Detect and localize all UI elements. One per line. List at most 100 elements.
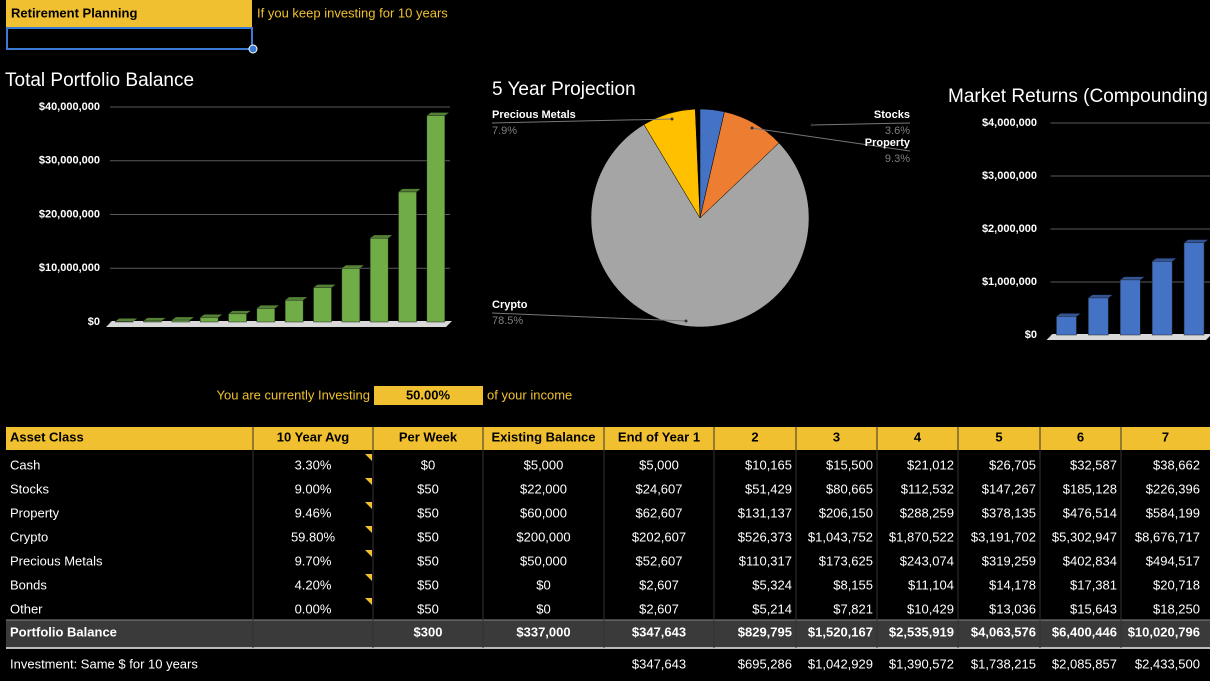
cell: $52,607 <box>636 553 683 568</box>
header-row <box>6 427 1210 450</box>
cell: $2,607 <box>639 577 679 592</box>
y-tick-label: $10,000,000 <box>39 262 100 274</box>
cell: $10,429 <box>907 601 954 616</box>
cell: $110,317 <box>739 553 792 568</box>
bar-top <box>228 310 251 314</box>
title-cell <box>6 0 252 27</box>
comment-flag <box>365 478 372 485</box>
cell: $32,587 <box>1070 457 1117 472</box>
slice-value: 7.9% <box>492 125 517 137</box>
cell: 4.20% <box>295 577 332 592</box>
bar <box>284 299 304 323</box>
column-header: 2 <box>751 429 758 444</box>
cell: $347,643 <box>632 624 686 639</box>
cell: $3,191,702 <box>971 529 1036 544</box>
bar <box>1088 297 1109 336</box>
fill-handle[interactable] <box>248 44 258 54</box>
cell: $20,718 <box>1153 577 1200 592</box>
bar-top <box>1152 258 1177 262</box>
cell: $5,324 <box>752 577 792 592</box>
bar-top <box>370 235 393 239</box>
bar <box>341 268 361 323</box>
cell: $11,104 <box>908 577 954 592</box>
cell: $2,535,919 <box>889 624 954 639</box>
row-label: Investment: Same $ for 10 years <box>10 656 198 671</box>
cell: $378,135 <box>982 505 1036 520</box>
cell: $7,821 <box>833 601 873 616</box>
row-label: Precious Metals <box>10 553 103 568</box>
cell: $1,043,752 <box>808 529 873 544</box>
column-header: 10 Year Avg <box>277 429 350 444</box>
blank-cell <box>6 650 373 681</box>
cell: $50 <box>417 505 439 520</box>
comment-flag <box>365 550 372 557</box>
cell: $337,000 <box>516 624 570 639</box>
bar <box>1056 316 1077 336</box>
leader-line <box>811 122 911 126</box>
y-tick-label: $30,000,000 <box>39 155 100 167</box>
sheet-title: Retirement Planning <box>11 5 137 20</box>
cell: 9.70% <box>295 553 332 568</box>
slice-label: Stocks <box>874 109 910 121</box>
bar <box>1183 242 1205 336</box>
sheet-note: If you keep investing for 10 years <box>257 5 448 20</box>
column-header: 6 <box>1077 429 1084 444</box>
cell: $4,063,576 <box>971 624 1036 639</box>
cell: $15,500 <box>826 457 873 472</box>
bar-top <box>256 305 279 309</box>
cell: $10,020,796 <box>1128 624 1200 639</box>
cell: $319,259 <box>982 553 1036 568</box>
cell: $5,214 <box>752 601 792 616</box>
row-label: Crypto <box>10 529 48 544</box>
cell: $10,165 <box>745 457 792 472</box>
cell: $300 <box>414 624 443 639</box>
y-tick-label: $3,000,000 <box>982 170 1037 182</box>
selected-cell[interactable] <box>6 27 253 50</box>
cell: $8,676,717 <box>1135 529 1200 544</box>
cell: $5,302,947 <box>1052 529 1117 544</box>
cell: $6,400,446 <box>1052 624 1117 639</box>
bar-top <box>143 317 166 321</box>
slice-label: Crypto <box>492 299 528 311</box>
pie-slice <box>643 108 701 219</box>
bar <box>114 321 134 323</box>
cell: $2,433,500 <box>1135 656 1200 671</box>
bar <box>369 237 389 323</box>
cell: $14,178 <box>989 577 1036 592</box>
income-prefix: You are currently Investing <box>217 387 370 402</box>
chart-title: 5 Year Projection <box>492 79 636 100</box>
rate-cell[interactable] <box>374 386 483 405</box>
cell: $0 <box>421 457 435 472</box>
bar-top <box>1184 239 1209 243</box>
cell: $243,074 <box>900 553 954 568</box>
column-header: 4 <box>914 429 922 444</box>
bar-top <box>398 188 421 192</box>
cell: $8,155 <box>833 577 873 592</box>
cell: $0 <box>536 601 550 616</box>
bar-top <box>1088 294 1113 298</box>
income-rate: 50.00% <box>406 387 451 402</box>
cell: $185,128 <box>1063 481 1117 496</box>
cell: $24,607 <box>636 481 683 496</box>
slice-value: 78.5% <box>492 315 523 327</box>
cell: $206,150 <box>819 505 873 520</box>
cell: $1,042,929 <box>808 656 873 671</box>
column-header: Per Week <box>399 429 458 444</box>
cell: $26,705 <box>989 457 1036 472</box>
row-label: Other <box>10 601 43 616</box>
bar-top <box>200 314 223 318</box>
cell: 9.46% <box>295 505 332 520</box>
comment-flag <box>365 454 372 461</box>
cell: 9.00% <box>295 481 332 496</box>
cell: $1,870,522 <box>889 529 954 544</box>
cell: $402,834 <box>1063 553 1117 568</box>
slice-label: Property <box>865 137 911 149</box>
bar <box>256 308 276 323</box>
cell: $584,199 <box>1146 505 1200 520</box>
row-label: Stocks <box>10 481 50 496</box>
bar <box>426 115 446 323</box>
cell: $50 <box>417 553 439 568</box>
row-label: Bonds <box>10 577 47 592</box>
bar <box>1120 279 1141 336</box>
